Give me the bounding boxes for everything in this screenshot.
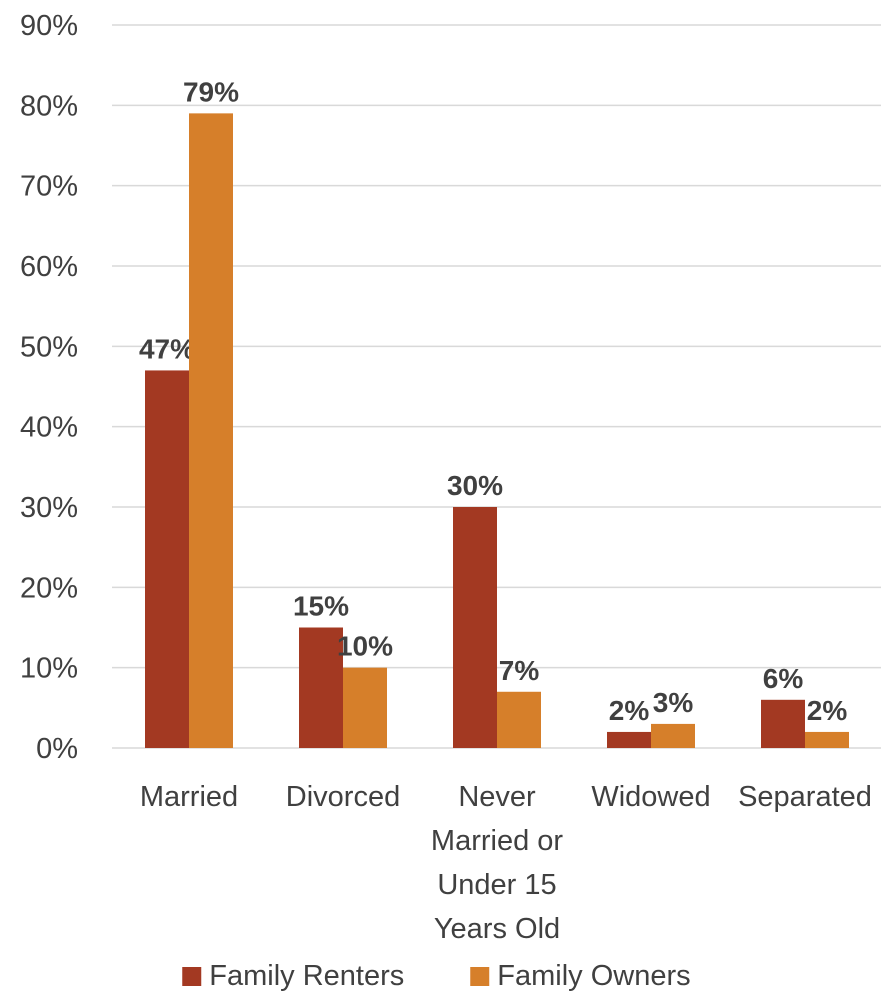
y-tick-label: 50%	[20, 331, 78, 363]
bar	[189, 113, 233, 748]
x-tick-label: Separated	[738, 781, 872, 813]
bar	[453, 507, 497, 748]
x-tick-label: Divorced	[286, 781, 400, 813]
bar	[761, 699, 805, 748]
y-tick-label: 70%	[20, 171, 78, 203]
x-tick-label: Widowed	[591, 781, 710, 813]
data-label: 3%	[653, 687, 694, 718]
x-tick-label: Married	[140, 781, 238, 813]
bar	[343, 667, 387, 748]
x-tick-label: Years Old	[434, 913, 560, 945]
legend-swatch	[182, 967, 202, 986]
bar	[651, 723, 695, 748]
data-label: 79%	[183, 76, 239, 107]
data-label: 2%	[807, 695, 848, 726]
bar	[145, 370, 189, 748]
y-tick-label: 80%	[20, 90, 78, 122]
legend-label: Family Renters	[209, 960, 404, 992]
data-label: 30%	[447, 470, 503, 501]
y-tick-label: 60%	[20, 251, 78, 283]
data-label: 15%	[293, 591, 349, 622]
y-tick-label: 20%	[20, 572, 78, 604]
x-tick-label: Under 15	[437, 869, 556, 901]
y-tick-label: 0%	[36, 733, 78, 765]
y-tick-label: 30%	[20, 492, 78, 524]
bar	[497, 691, 541, 748]
y-tick-label: 40%	[20, 412, 78, 444]
data-label: 7%	[499, 655, 540, 686]
legend-swatch	[470, 967, 490, 986]
y-tick-label: 90%	[20, 10, 78, 42]
data-label: 2%	[609, 695, 650, 726]
data-label: 47%	[139, 333, 195, 364]
legend-label: Family Owners	[497, 960, 690, 992]
x-tick-label: Married or	[431, 825, 563, 857]
data-label: 6%	[763, 663, 804, 694]
bar	[299, 627, 343, 748]
bar	[805, 731, 849, 748]
data-label: 10%	[337, 631, 393, 662]
bar	[607, 731, 651, 748]
y-tick-label: 10%	[20, 653, 78, 685]
x-tick-label: Never	[458, 781, 536, 813]
